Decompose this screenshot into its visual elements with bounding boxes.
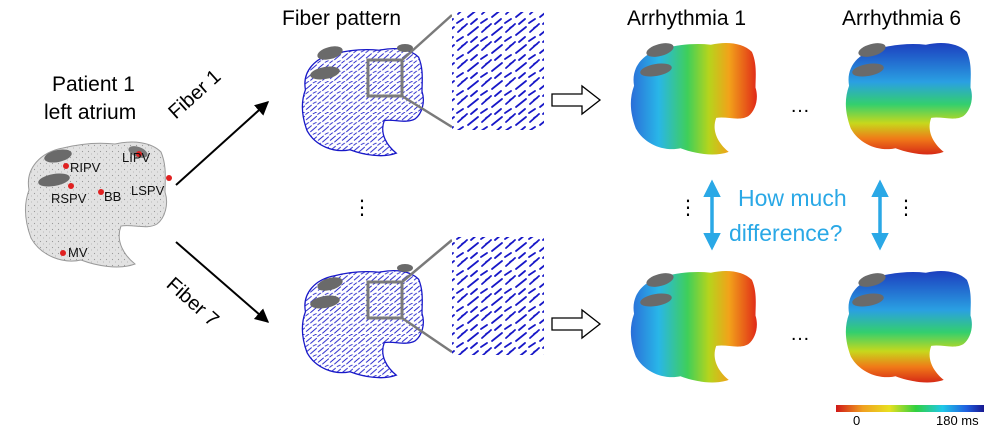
dot-mv [60,250,66,256]
arrow-fiber-7 [175,241,270,323]
hollow-arrow-top [551,84,602,116]
arrow-fiber-1 [175,101,270,186]
ellipsis-horizontal-bottom: … [790,323,810,345]
activation-map-bottom-1 [630,270,757,383]
question-line2: difference? [729,220,843,246]
fiber-zoom-top [452,12,544,130]
zoom-box-bottom [366,280,404,320]
label-bb: BB [104,189,122,204]
ellipsis-vertical-fiber: ⋮ [352,197,372,219]
dot-ripv [63,163,69,169]
fiber-atrium-bottom [301,264,425,379]
patient-title-line1: Patient 1 [52,73,135,96]
dot-lspv [166,175,172,181]
label-mv: MV [68,245,88,260]
landmark-dots [60,151,172,256]
ellipsis-vertical-map-left: ⋮ [678,197,698,219]
label-lipv: LIPV [122,150,151,165]
colorbar-min-label: 0 [853,413,861,428]
patient-title-line2: left atrium [44,101,137,124]
header-arrhythmia-6: Arrhythmia 6 [842,7,962,30]
question-line1: How much [738,185,847,211]
label-lspv: LSPV [131,183,165,198]
dot-lipv [136,151,142,157]
activation-map-top-1 [630,42,757,155]
patient-atrium-mesh [24,141,168,268]
colorbar-max-label: 180 ms [936,413,979,428]
ellipsis-horizontal-top: … [790,95,810,117]
fiber-zoom-bottom [452,237,544,355]
activation-map-bottom-6 [845,270,972,383]
activation-map-top-6 [845,42,972,155]
ellipsis-vertical-map-right: ⋮ [896,197,916,219]
header-arrhythmia-1: Arrhythmia 1 [627,7,747,30]
header-fiber-pattern: Fiber pattern [282,7,402,30]
label-ripv: RIPV [70,160,101,175]
zoom-box-top [366,58,404,98]
colorbar [836,405,984,412]
label-rspv: RSPV [51,191,87,206]
fiber-atrium-top [301,44,425,157]
hollow-arrow-bottom [551,308,602,340]
dot-rspv [68,183,74,189]
dot-bb [98,189,104,195]
